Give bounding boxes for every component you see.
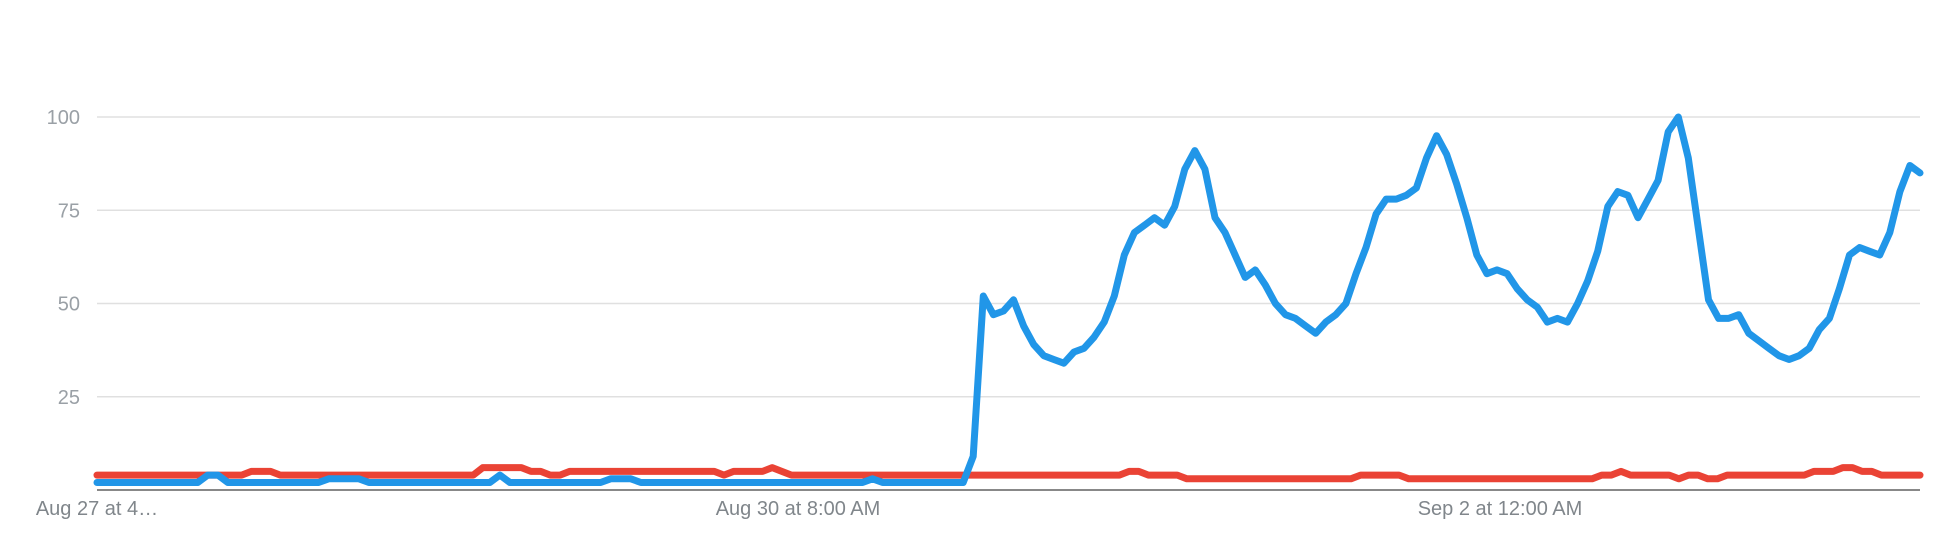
y-tick-label: 75 — [58, 200, 80, 222]
y-tick-label: 50 — [58, 294, 80, 316]
x-tick-label: Aug 27 at 4… — [36, 498, 158, 520]
series-line-1[interactable] — [93, 464, 1924, 483]
y-tick-label: 25 — [58, 387, 80, 409]
y-axis-ticks: 25 50 75 100 — [47, 107, 80, 409]
x-axis-ticks: Aug 27 at 4… Aug 30 at 8:00 AM Sep 2 at 12… — [36, 498, 1582, 520]
x-tick-label: Sep 2 at 12:00 AM — [1418, 498, 1583, 520]
y-tick-label: 100 — [47, 107, 80, 129]
series-line-0[interactable] — [93, 113, 1924, 486]
series-lines[interactable] — [93, 113, 1924, 486]
x-tick-label: Aug 30 at 8:00 AM — [716, 498, 881, 520]
gridlines — [97, 116, 1920, 398]
